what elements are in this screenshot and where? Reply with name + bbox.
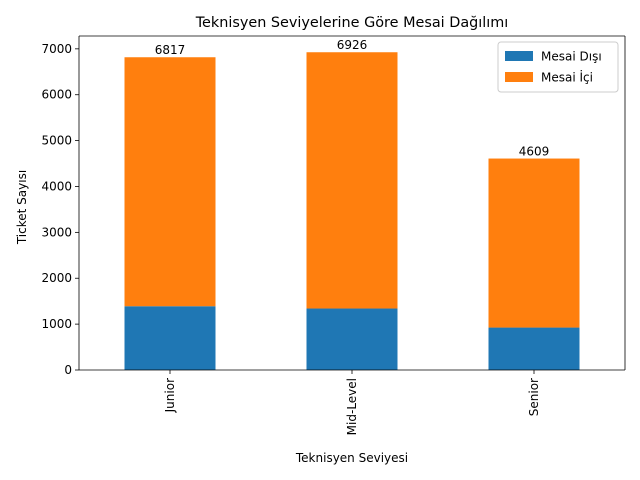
legend: Mesai Dışı Mesai İçi (497, 41, 619, 93)
y-axis-label: Ticket Sayısı (15, 170, 29, 245)
y-tick-label: 7000 (41, 42, 72, 56)
bar-mid-level-series-0 (306, 308, 398, 370)
x-tick-label-junior: Junior (163, 378, 177, 413)
y-tick-label: 1000 (41, 317, 72, 331)
legend-swatch-1 (505, 72, 533, 82)
y-tick-label: 4000 (41, 179, 72, 193)
y-tick-label: 2000 (41, 271, 72, 285)
legend-swatch-0 (505, 51, 533, 61)
y-tick-label: 3000 (41, 225, 72, 239)
x-tick-label-mid-level: Mid-Level (345, 378, 359, 435)
y-tick-label: 5000 (41, 134, 72, 148)
y-tick-label: 6000 (41, 88, 72, 102)
chart-title: Teknisyen Seviyelerine Göre Mesai Dağılı… (195, 15, 509, 31)
bar-junior-series-0 (124, 306, 216, 370)
bars-group (124, 52, 580, 370)
axes-group: 0 1000 2000 3000 4000 5000 6000 7000 Junior Mid-L… (41, 35, 626, 435)
bar-senior-series-1 (488, 158, 580, 328)
legend-entry-0: Mesai Dışı (541, 50, 602, 64)
bar-mid-level-series-1 (306, 52, 398, 309)
data-labels-group: 6817 6926 4609 (155, 38, 550, 158)
x-axis-label: Teknisyen Seviyesi (295, 451, 408, 465)
x-tick-label-senior: Senior (527, 378, 541, 416)
bar-senior-series-0 (488, 327, 580, 370)
data-label-total: 4609 (519, 145, 550, 159)
data-label-total: 6926 (337, 38, 368, 52)
y-tick-label: 0 (64, 363, 72, 377)
data-label-total: 6817 (155, 43, 186, 57)
legend-entry-1: Mesai İçi (541, 70, 593, 85)
bar-junior-series-1 (124, 57, 216, 307)
